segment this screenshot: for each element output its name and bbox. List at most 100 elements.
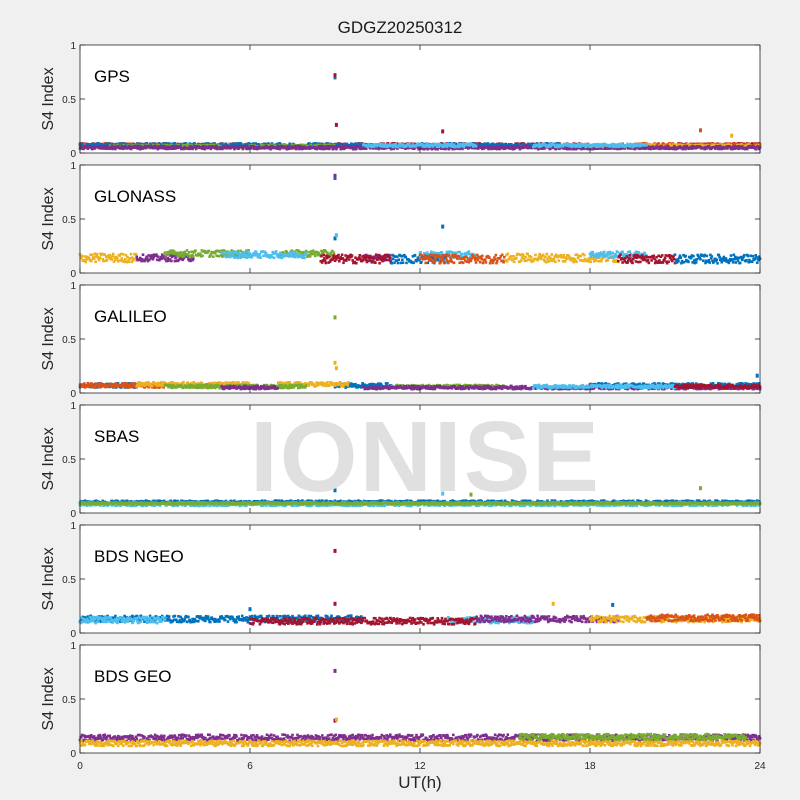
data-point — [652, 255, 655, 258]
data-point — [98, 259, 101, 262]
data-point — [517, 142, 520, 145]
data-point — [121, 257, 124, 260]
data-point — [716, 262, 719, 265]
data-point — [732, 261, 735, 264]
data-point — [752, 255, 755, 258]
data-point — [373, 257, 376, 260]
data-point — [679, 256, 682, 259]
data-point — [550, 253, 553, 256]
data-point — [412, 262, 415, 265]
data-point — [639, 261, 642, 264]
spike-point — [730, 134, 733, 138]
data-point — [314, 255, 317, 258]
data-point — [592, 251, 595, 254]
data-point — [446, 259, 449, 262]
data-point — [273, 257, 276, 260]
data-point — [237, 257, 240, 260]
data-point — [481, 255, 484, 258]
data-point — [554, 261, 557, 264]
data-point — [475, 261, 478, 264]
data-point — [540, 258, 543, 261]
y-tick-label: 1 — [70, 41, 76, 52]
data-point — [706, 255, 709, 258]
data-point — [170, 260, 173, 263]
data-point — [167, 253, 170, 256]
data-point — [395, 143, 398, 146]
data-point — [322, 254, 325, 257]
data-point — [208, 250, 211, 253]
data-point — [600, 260, 603, 263]
data-point — [461, 253, 464, 256]
data-point — [747, 255, 750, 258]
data-point — [365, 258, 368, 261]
data-point — [366, 261, 369, 264]
panel-label: GPS — [94, 67, 130, 86]
data-point — [337, 254, 340, 257]
data-point — [485, 261, 488, 264]
data-point — [201, 255, 204, 258]
data-point — [434, 260, 437, 263]
data-point — [563, 254, 566, 257]
data-point — [692, 255, 695, 258]
data-point — [667, 260, 670, 263]
data-point — [195, 148, 198, 151]
spike-point — [699, 128, 702, 132]
data-point — [530, 256, 533, 259]
data-point — [441, 259, 444, 262]
data-point — [96, 253, 99, 256]
data-point — [405, 262, 408, 265]
data-point — [414, 254, 417, 257]
data-point — [303, 257, 306, 260]
data-point — [708, 261, 711, 264]
data-point — [84, 261, 87, 264]
data-point — [112, 253, 115, 256]
data-point — [648, 262, 651, 265]
data-point — [174, 257, 177, 260]
data-point — [192, 255, 195, 258]
data-point — [553, 258, 556, 261]
data-point — [564, 260, 567, 263]
data-point — [259, 253, 262, 256]
data-point — [323, 257, 326, 260]
data-point — [470, 260, 473, 263]
y-tick-label: 0.5 — [62, 95, 76, 106]
data-point — [104, 254, 107, 257]
data-point — [259, 256, 262, 259]
spike-point — [335, 123, 338, 127]
data-point — [628, 254, 631, 257]
data-point — [90, 260, 93, 263]
data-point — [130, 253, 133, 256]
data-point — [687, 261, 690, 264]
data-point — [194, 249, 197, 252]
data-point — [397, 262, 400, 265]
data-point — [375, 253, 378, 256]
data-point — [305, 251, 308, 254]
data-point — [601, 146, 604, 149]
data-point — [647, 259, 650, 262]
panel-background — [80, 45, 760, 153]
data-point — [575, 260, 578, 263]
data-point — [345, 259, 348, 262]
data-point — [135, 256, 138, 259]
data-point — [431, 259, 434, 262]
data-point — [94, 261, 97, 264]
data-point — [135, 253, 138, 256]
data-point — [295, 148, 298, 151]
data-point — [359, 254, 362, 257]
data-point — [381, 260, 384, 263]
data-point — [355, 262, 358, 265]
data-point — [99, 256, 102, 259]
data-point — [631, 262, 634, 265]
data-point — [484, 258, 487, 261]
data-point — [420, 254, 423, 257]
data-point — [401, 259, 404, 262]
data-point — [439, 262, 442, 265]
data-point — [453, 262, 456, 265]
data-point — [616, 251, 619, 254]
data-point — [390, 262, 393, 265]
data-point — [674, 253, 677, 256]
data-point — [106, 259, 109, 262]
